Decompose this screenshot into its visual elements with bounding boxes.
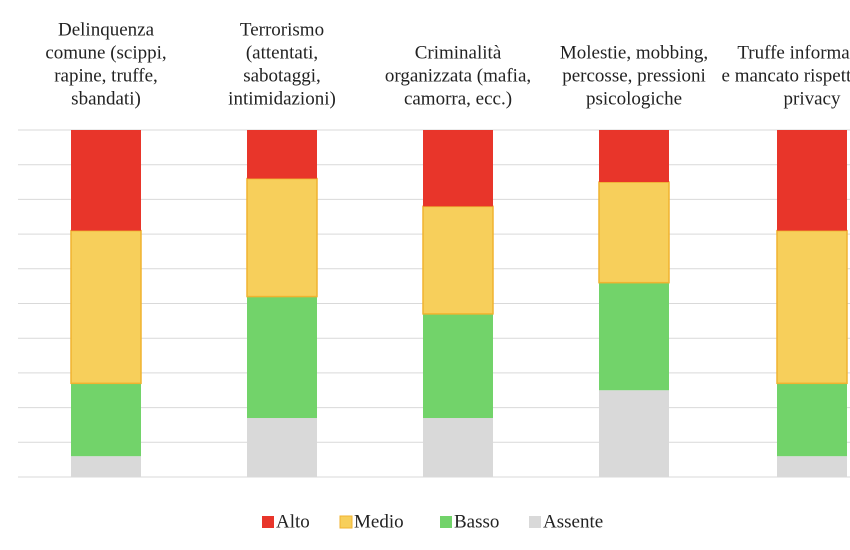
bar-segment <box>423 313 493 419</box>
x-tick-label: sabotaggi, <box>243 65 321 86</box>
legend-swatch <box>262 516 274 528</box>
legend-label: Medio <box>354 511 404 532</box>
x-tick-label: Terrorismo <box>240 19 324 40</box>
legend-swatch <box>440 516 452 528</box>
x-tick-label: e mancato rispetto della <box>722 65 850 86</box>
x-tick-label: rapine, truffe, <box>54 65 158 86</box>
x-tick-label: privacy <box>784 88 841 109</box>
bar-segment <box>599 282 669 391</box>
x-tick-label: camorra, ecc.) <box>404 88 512 109</box>
bar-segment <box>423 418 493 477</box>
bar-segment <box>71 130 141 231</box>
bar-segment <box>70 229 142 385</box>
x-tick-label: percosse, pressioni <box>562 65 706 86</box>
bar-segment <box>599 130 669 183</box>
bar-segment <box>777 383 847 457</box>
legend-label: Assente <box>543 511 603 532</box>
bar-segment <box>247 418 317 477</box>
x-tick-label: Criminalità <box>415 42 502 63</box>
x-tick-label: Delinquenza <box>58 19 155 40</box>
x-tick-label: comune (scippi, <box>45 42 166 63</box>
legend-swatch <box>339 515 353 529</box>
x-tick-label: intimidazioni) <box>228 88 336 109</box>
bar-segment <box>247 296 317 419</box>
x-tick-label: Truffe informatiche <box>737 42 850 63</box>
x-tick-label: sbandati) <box>71 88 141 109</box>
x-tick-label: organizzata (mafia, <box>385 65 531 86</box>
bar-segment <box>777 130 847 231</box>
x-tick-label: Molestie, mobbing, <box>560 42 708 63</box>
legend-label: Basso <box>454 511 499 532</box>
bar-segment <box>598 181 670 284</box>
bar-segment <box>246 177 318 298</box>
legend-label: Alto <box>276 511 310 532</box>
bar-segment <box>777 456 847 477</box>
bar-segment <box>599 390 669 477</box>
bar-segment <box>423 130 493 207</box>
bar-segment <box>422 205 494 315</box>
bar-segment <box>71 456 141 477</box>
x-tick-label: (attentati, <box>246 42 318 63</box>
legend-swatch <box>529 516 541 528</box>
bar-segment <box>247 130 317 179</box>
x-tick-label: psicologiche <box>586 88 682 109</box>
bar-segment <box>776 229 848 385</box>
bar-segment <box>71 383 141 457</box>
